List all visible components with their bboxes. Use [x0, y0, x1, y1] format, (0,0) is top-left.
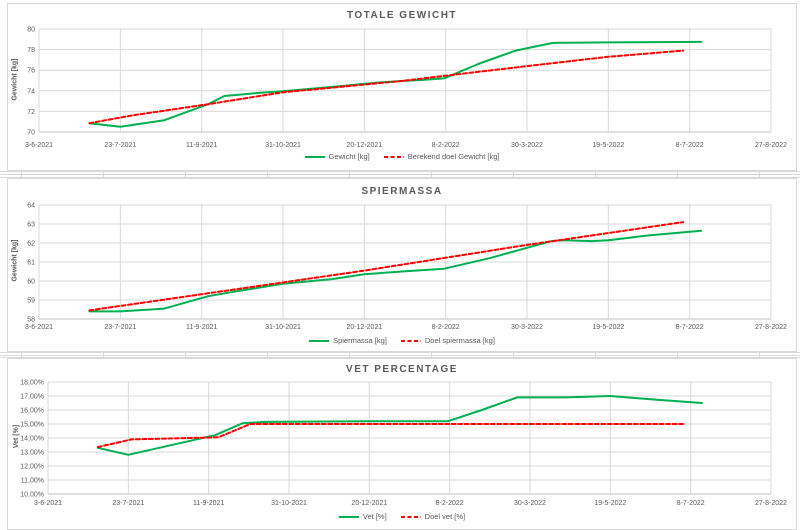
svg-text:72: 72 — [27, 109, 35, 116]
svg-text:8-2-2022: 8-2-2022 — [432, 142, 460, 149]
legend-label: Gewicht [kg] — [328, 152, 370, 161]
chart-legend: Gewicht [kg] Berekend doel Gewicht [kg] — [8, 152, 796, 161]
legend-label: Vet [%] — [362, 512, 387, 521]
svg-text:31-10-2021: 31-10-2021 — [265, 142, 301, 149]
svg-text:30-3-2022: 30-3-2022 — [511, 142, 543, 149]
svg-text:11-9-2021: 11-9-2021 — [193, 500, 225, 507]
svg-text:20-12-2021: 20-12-2021 — [351, 500, 387, 507]
legend-line-sample-green — [304, 155, 325, 158]
svg-text:20-12-2021: 20-12-2021 — [346, 142, 382, 149]
svg-text:11-9-2021: 11-9-2021 — [186, 324, 218, 331]
svg-text:11,00%: 11,00% — [21, 478, 44, 485]
svg-text:3-6-2021: 3-6-2021 — [25, 324, 53, 331]
svg-text:8-7-2022: 8-7-2022 — [676, 324, 704, 331]
legend-line-sample-red-dashed — [400, 515, 421, 518]
svg-text:63: 63 — [27, 222, 35, 229]
svg-text:8-7-2022: 8-7-2022 — [676, 142, 704, 149]
legend-item-spiermassa[interactable]: Spiermassa [kg] — [309, 336, 387, 345]
svg-text:19-5-2022: 19-5-2022 — [592, 142, 624, 149]
svg-text:78: 78 — [27, 47, 35, 54]
legend-item-berekend-doel-gewicht[interactable]: Berekend doel Gewicht [kg] — [383, 152, 500, 161]
svg-text:18,00%: 18,00% — [20, 380, 44, 387]
svg-text:74: 74 — [27, 88, 35, 95]
chart-vet-percentage[interactable]: VET PERCENTAGE Vet [%] 10,00% 11,00% 12,00… — [7, 358, 797, 530]
svg-text:31-10-2021: 31-10-2021 — [265, 324, 301, 331]
svg-text:8-2-2022: 8-2-2022 — [432, 324, 460, 331]
svg-text:23-7-2021: 23-7-2021 — [104, 142, 136, 149]
plot-area-spiermassa: 58 59 60 61 62 63 64 3-6-2021 23-7-2021 11-9-2021… — [25, 203, 787, 332]
svg-text:30-3-2022: 30-3-2022 — [514, 500, 546, 507]
chart-totale-gewicht[interactable]: TOTALE GEWICHT Gewicht [kg] 70 72 74 76 78 80… — [7, 3, 797, 171]
svg-text:27-8-2022: 27-8-2022 — [755, 142, 787, 149]
svg-text:30-3-2022: 30-3-2022 — [511, 324, 543, 331]
svg-text:11-9-2021: 11-9-2021 — [186, 142, 218, 149]
svg-text:14,00%: 14,00% — [20, 436, 44, 443]
legend-label: Doel vet [%] — [424, 512, 466, 521]
legend-line-sample-green — [338, 515, 359, 518]
svg-text:27-8-2022: 27-8-2022 — [755, 324, 787, 331]
legend-item-doel-vet[interactable]: Doel vet [%] — [400, 512, 466, 521]
svg-text:17,00%: 17,00% — [20, 394, 44, 401]
chart-title: TOTALE GEWICHT — [346, 10, 458, 21]
svg-text:70: 70 — [27, 130, 35, 137]
legend-label: Spiermassa [kg] — [333, 336, 387, 345]
chart-legend: Spiermassa [kg] Doel spiermassa [kg] — [8, 336, 796, 345]
svg-text:64: 64 — [27, 203, 35, 210]
worksheet-row-strip — [0, 171, 800, 178]
svg-text:8-2-2022: 8-2-2022 — [436, 500, 464, 507]
svg-text:12,00%: 12,00% — [20, 464, 44, 471]
legend-line-sample-red-dashed — [400, 339, 421, 342]
svg-text:23-7-2021: 23-7-2021 — [104, 324, 136, 331]
svg-text:19-5-2022: 19-5-2022 — [594, 500, 626, 507]
svg-text:3-6-2021: 3-6-2021 — [25, 142, 53, 149]
plot-area-totale-gewicht: 70 72 74 76 78 80 3-6-2021 23-7-2021 11-9-2021 31… — [25, 27, 787, 150]
svg-text:3-6-2021: 3-6-2021 — [34, 500, 62, 507]
svg-text:13,00%: 13,00% — [20, 450, 44, 457]
svg-text:23-7-2021: 23-7-2021 — [112, 500, 144, 507]
chart-legend: Vet [%] Doel vet [%] — [8, 512, 796, 521]
svg-text:10,00%: 10,00% — [20, 492, 44, 499]
svg-text:15,00%: 15,00% — [20, 422, 44, 429]
legend-label: Doel spiermassa [kg] — [424, 336, 495, 345]
svg-text:60: 60 — [27, 279, 35, 286]
legend-line-sample-red-dashed — [383, 155, 404, 158]
svg-text:61: 61 — [27, 260, 35, 267]
svg-text:62: 62 — [27, 241, 35, 248]
plot-area-vet-percentage: 10,00% 11,00% 12,00% 13,00% 14,00% 15,00% 16,0… — [20, 380, 787, 508]
svg-text:59: 59 — [27, 298, 35, 305]
chart-title: SPIERMASSA — [361, 186, 443, 197]
svg-text:20-12-2021: 20-12-2021 — [346, 324, 382, 331]
svg-text:27-8-2022: 27-8-2022 — [755, 500, 787, 507]
worksheet-row-strip — [0, 352, 800, 358]
legend-item-vet[interactable]: Vet [%] — [338, 512, 387, 521]
legend-line-sample-green — [309, 339, 330, 342]
svg-text:19-5-2022: 19-5-2022 — [592, 324, 624, 331]
svg-text:80: 80 — [27, 27, 35, 34]
svg-text:58: 58 — [27, 317, 35, 324]
svg-text:76: 76 — [27, 68, 35, 75]
svg-text:16,00%: 16,00% — [20, 408, 44, 415]
legend-item-doel-spiermassa[interactable]: Doel spiermassa [kg] — [400, 336, 495, 345]
chart-title: VET PERCENTAGE — [346, 364, 458, 375]
svg-text:8-7-2022: 8-7-2022 — [677, 500, 705, 507]
svg-text:31-10-2021: 31-10-2021 — [271, 500, 307, 507]
legend-label: Berekend doel Gewicht [kg] — [407, 152, 500, 161]
chart-spiermassa[interactable]: SPIERMASSA Gewicht [kg] 58 59 60 61 62 63 64 3-… — [7, 178, 797, 352]
legend-item-gewicht[interactable]: Gewicht [kg] — [304, 152, 370, 161]
